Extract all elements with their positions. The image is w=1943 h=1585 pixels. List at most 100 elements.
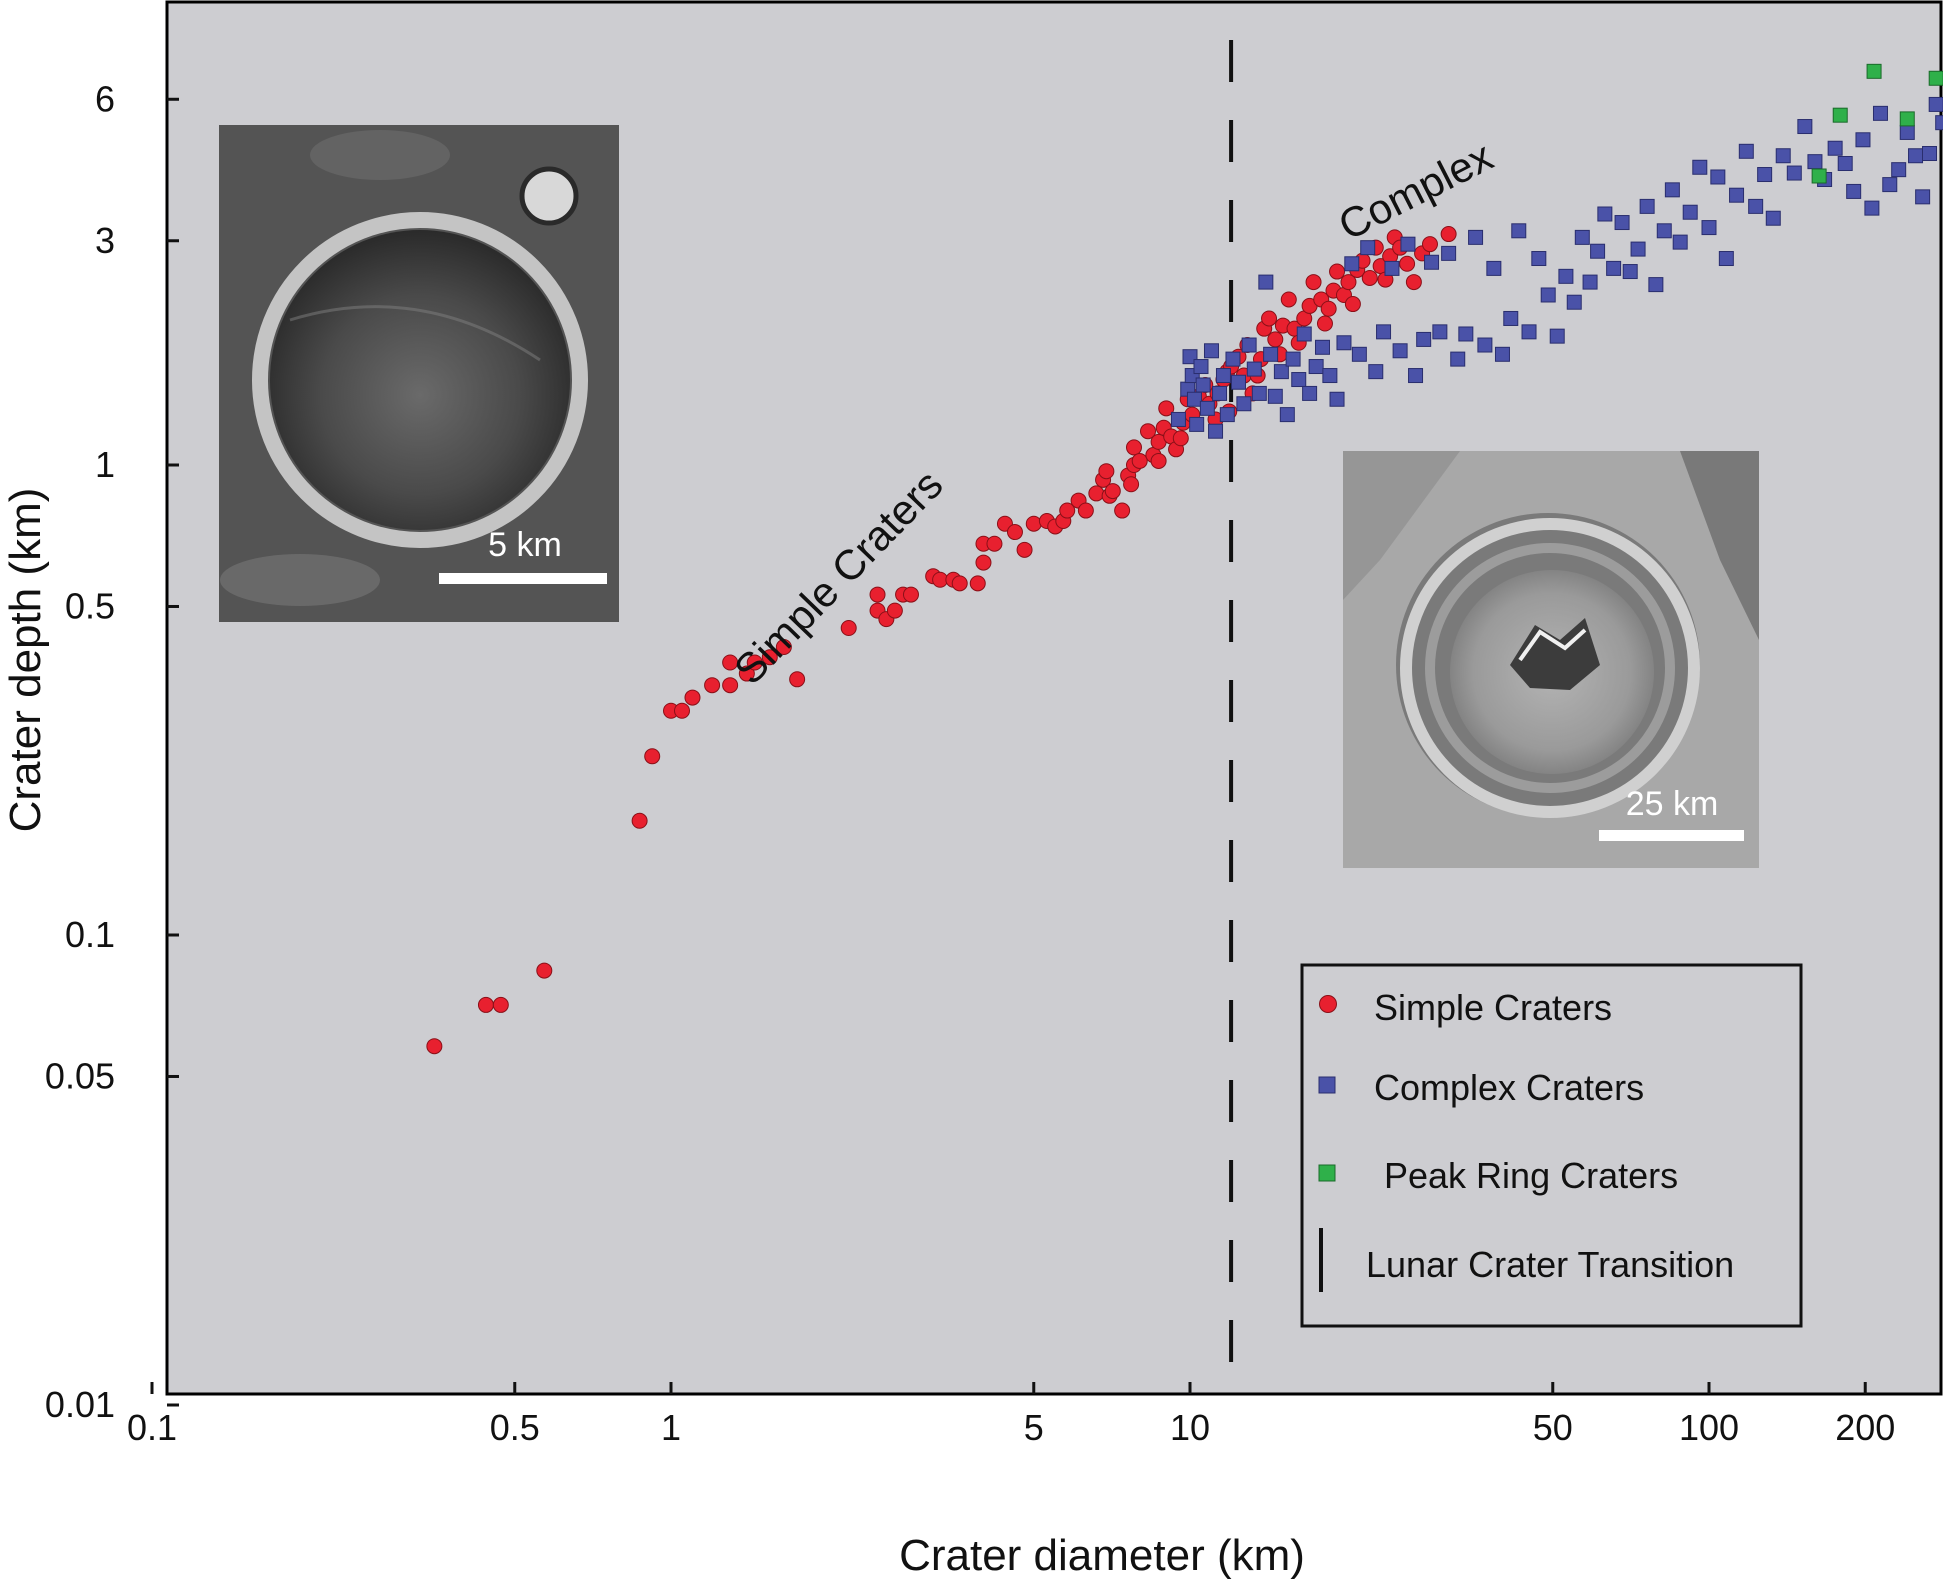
x-tick-label: 200	[1835, 1407, 1895, 1448]
simple-crater-point	[975, 554, 992, 571]
complex-crater-point	[1503, 310, 1519, 326]
complex-crater-point	[1199, 400, 1215, 416]
complex-crater-point	[1208, 423, 1224, 439]
complex-crater-point	[1558, 268, 1574, 284]
complex-crater-point	[1376, 324, 1392, 340]
complex-crater-point	[1351, 346, 1367, 362]
complex-crater-point	[1891, 162, 1907, 178]
simple-crater-point	[1158, 400, 1175, 417]
complex-crater-point	[1718, 251, 1734, 267]
simple-crater-point	[1006, 524, 1023, 541]
complex-crater-point	[1786, 165, 1802, 181]
simple-crater-point	[1172, 430, 1189, 447]
complex-crater-point	[1775, 148, 1791, 164]
peak-ring-crater-point	[1866, 63, 1882, 79]
complex-crater-point	[1291, 372, 1307, 388]
legend-transition-label: Lunar Crater Transition	[1366, 1244, 1734, 1285]
simple-crater-point	[1405, 274, 1422, 291]
complex-crater-point	[1549, 328, 1565, 344]
complex-crater-point	[1710, 169, 1726, 185]
axes: 0.1 0.5 1 5 10 50 100 200 0.01 0.05 0.1 0.5 1 3 6	[45, 78, 1895, 1448]
legend-simple-label: Simple Craters	[1374, 987, 1612, 1028]
complex-crater-point	[1186, 391, 1202, 407]
complex-crater-point	[1855, 132, 1871, 148]
complex-crater-point	[1882, 177, 1898, 193]
y-tick-label: 0.1	[65, 914, 115, 955]
complex-crater-point	[1630, 241, 1646, 257]
y-tick-label: 1	[95, 444, 115, 485]
complex-crater-point	[1827, 140, 1843, 156]
scale-bar-5km	[439, 573, 607, 584]
simple-crater-point	[1077, 502, 1094, 519]
complex-crater-point	[1682, 204, 1698, 220]
complex-crater-point	[1672, 234, 1688, 250]
complex-crater-point	[1246, 361, 1262, 377]
simple-crater-point	[1340, 274, 1357, 291]
complex-crater-point	[1590, 243, 1606, 259]
simple-crater-point	[1305, 274, 1322, 291]
simple-crater-point	[902, 586, 919, 603]
complex-crater-point	[1258, 274, 1274, 290]
simple-crater-point	[477, 996, 494, 1013]
simple-crater-point	[1125, 439, 1142, 456]
simple-crater-point	[986, 535, 1003, 552]
complex-crater-point	[1432, 324, 1448, 340]
complex-crater-point	[1450, 351, 1466, 367]
complex-crater-inset: 25 km	[1343, 451, 1759, 868]
simple-crater-point	[1150, 452, 1167, 469]
complex-crater-point	[1597, 206, 1613, 222]
complex-crater-point	[1285, 351, 1301, 367]
complex-crater-point	[1230, 374, 1246, 390]
simple-crater-point	[644, 748, 661, 765]
simple-crater-point	[746, 654, 763, 671]
complex-crater-point	[1928, 96, 1943, 112]
x-tick-label: 100	[1679, 1407, 1739, 1448]
complex-crater-point	[1225, 351, 1241, 367]
simple-crater-point	[1399, 255, 1416, 272]
legend-complex-label: Complex Craters	[1374, 1067, 1644, 1108]
complex-crater-point	[1267, 388, 1283, 404]
complex-crater-point	[1477, 337, 1493, 353]
x-tick-label: 10	[1170, 1407, 1210, 1448]
complex-crater-point	[1441, 245, 1457, 261]
peak-ring-crater-point	[1832, 107, 1848, 123]
y-tick-label: 0.5	[65, 585, 115, 626]
complex-crater-point	[1189, 416, 1205, 432]
complex-crater-point	[1935, 115, 1943, 131]
simple-crater-point	[1320, 300, 1337, 317]
simple-crater-point	[1059, 502, 1076, 519]
complex-crater-point	[1664, 182, 1680, 198]
complex-crater-point	[1614, 215, 1630, 231]
complex-crater-point	[1203, 343, 1219, 359]
y-tick-label: 6	[95, 78, 115, 119]
complex-crater-point	[1757, 167, 1773, 183]
legend-peak-ring-marker	[1318, 1164, 1336, 1182]
simple-crater-point	[426, 1038, 443, 1055]
complex-crater-point	[1416, 331, 1432, 347]
complex-crater-point	[1296, 326, 1312, 342]
complex-crater-point	[1639, 198, 1655, 214]
simple-crater-point	[673, 702, 690, 719]
y-tick-label: 0.01	[45, 1384, 115, 1425]
complex-crater-point	[1215, 368, 1231, 384]
simple-crater-point	[1280, 291, 1297, 308]
complex-crater-point	[1494, 346, 1510, 362]
simple-crater-point	[1329, 263, 1346, 280]
simple-crater-point	[1261, 310, 1278, 327]
complex-crater-point	[1701, 220, 1717, 236]
complex-crater-point	[1408, 368, 1424, 384]
complex-crater-point	[1384, 260, 1400, 276]
small-crater-icon	[519, 166, 579, 226]
complex-crater-point	[1236, 396, 1252, 412]
simple-crater-point	[1267, 331, 1284, 348]
simple-crater-point	[1104, 483, 1121, 500]
x-tick-label: 0.1	[127, 1407, 177, 1448]
complex-crater-point	[1531, 251, 1547, 267]
complex-crater-point	[1468, 229, 1484, 245]
simple-crater-point	[1088, 485, 1105, 502]
x-tick-label: 50	[1533, 1407, 1573, 1448]
simple-crater-point	[684, 689, 701, 706]
simple-crater-point	[1131, 452, 1148, 469]
complex-crater-point	[1219, 407, 1235, 423]
